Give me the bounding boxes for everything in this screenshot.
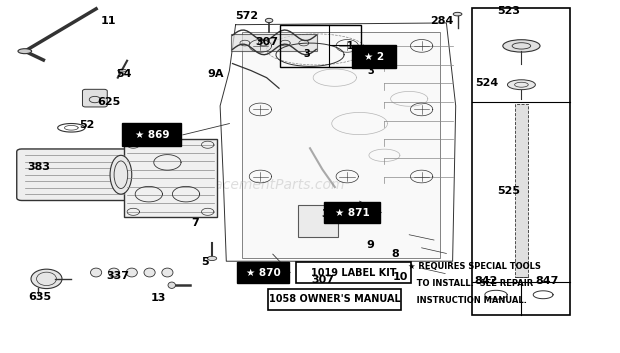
FancyBboxPatch shape bbox=[124, 139, 217, 217]
Ellipse shape bbox=[144, 268, 155, 277]
Text: 13: 13 bbox=[151, 293, 166, 303]
Text: 7: 7 bbox=[192, 218, 199, 228]
Text: 1058 OWNER'S MANUAL: 1058 OWNER'S MANUAL bbox=[269, 294, 401, 304]
Text: 284: 284 bbox=[430, 16, 454, 26]
Text: 11: 11 bbox=[100, 16, 117, 26]
Text: 306: 306 bbox=[321, 209, 345, 219]
Text: 1019 LABEL KIT: 1019 LABEL KIT bbox=[311, 268, 396, 277]
Ellipse shape bbox=[31, 269, 62, 289]
Text: ★ 2: ★ 2 bbox=[364, 52, 384, 61]
Text: ★ 870: ★ 870 bbox=[246, 268, 280, 277]
Text: 9A: 9A bbox=[207, 69, 223, 79]
Ellipse shape bbox=[507, 80, 536, 90]
FancyBboxPatch shape bbox=[231, 34, 317, 51]
Bar bbox=[280, 25, 361, 67]
Ellipse shape bbox=[162, 268, 173, 277]
Text: INSTRUCTION MANUAL.: INSTRUCTION MANUAL. bbox=[408, 296, 527, 305]
FancyBboxPatch shape bbox=[242, 32, 440, 258]
Text: 52: 52 bbox=[79, 120, 94, 130]
Text: 10: 10 bbox=[392, 272, 407, 282]
Text: 54: 54 bbox=[117, 69, 131, 79]
Ellipse shape bbox=[503, 40, 540, 52]
Text: 8: 8 bbox=[392, 249, 399, 259]
Text: 572: 572 bbox=[235, 11, 259, 21]
Bar bbox=[296, 262, 410, 283]
Ellipse shape bbox=[108, 268, 120, 277]
Text: eReplacementParts.com: eReplacementParts.com bbox=[175, 178, 345, 192]
Ellipse shape bbox=[110, 155, 131, 194]
Text: 635: 635 bbox=[29, 292, 52, 302]
FancyBboxPatch shape bbox=[298, 205, 338, 237]
Ellipse shape bbox=[126, 268, 138, 277]
Ellipse shape bbox=[265, 18, 273, 23]
Text: 383: 383 bbox=[27, 162, 51, 172]
Ellipse shape bbox=[18, 49, 32, 54]
Text: 625: 625 bbox=[97, 97, 120, 107]
FancyBboxPatch shape bbox=[17, 149, 132, 201]
Text: 523: 523 bbox=[497, 6, 520, 16]
Text: 1: 1 bbox=[347, 41, 353, 51]
Bar bbox=[515, 104, 528, 277]
Bar bbox=[352, 45, 396, 68]
Text: 337: 337 bbox=[106, 271, 130, 281]
Text: 3: 3 bbox=[368, 66, 374, 76]
Bar bbox=[237, 262, 289, 283]
Ellipse shape bbox=[118, 69, 126, 72]
Text: ★ 869: ★ 869 bbox=[135, 130, 169, 140]
Ellipse shape bbox=[207, 256, 217, 261]
Text: 847: 847 bbox=[535, 276, 559, 286]
Bar bbox=[472, 8, 570, 315]
Bar bbox=[268, 289, 402, 310]
Text: 9: 9 bbox=[366, 240, 374, 250]
Bar bbox=[123, 123, 181, 146]
Text: ★ 871: ★ 871 bbox=[335, 208, 370, 217]
Text: 3: 3 bbox=[304, 49, 310, 59]
FancyBboxPatch shape bbox=[82, 89, 107, 107]
Text: 524: 524 bbox=[475, 78, 498, 88]
Text: 307: 307 bbox=[311, 275, 334, 285]
Ellipse shape bbox=[453, 12, 462, 16]
Ellipse shape bbox=[168, 282, 175, 288]
Bar bbox=[324, 202, 380, 223]
Text: ★ REQUIRES SPECIAL TOOLS: ★ REQUIRES SPECIAL TOOLS bbox=[408, 262, 541, 271]
Text: 5: 5 bbox=[201, 257, 208, 267]
Text: 842: 842 bbox=[474, 276, 498, 286]
Ellipse shape bbox=[91, 268, 102, 277]
Text: TO INSTALL.  SEE REPAIR: TO INSTALL. SEE REPAIR bbox=[408, 279, 533, 288]
Text: 307: 307 bbox=[255, 37, 278, 47]
Text: 525: 525 bbox=[497, 186, 520, 196]
